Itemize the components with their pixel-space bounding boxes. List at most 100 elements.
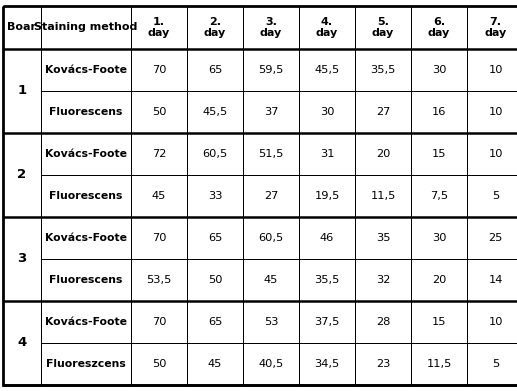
Bar [3, 6, 41, 49]
Bar [187, 259, 243, 301]
Bar [299, 343, 355, 385]
Text: 53,5: 53,5 [146, 275, 172, 285]
Text: 20: 20 [432, 275, 446, 285]
Bar [467, 259, 517, 301]
Text: 25: 25 [489, 233, 503, 243]
Text: 3: 3 [18, 253, 26, 265]
Text: 11,5: 11,5 [370, 191, 396, 201]
Text: 20: 20 [376, 149, 390, 159]
Text: 45: 45 [208, 359, 222, 369]
Text: 45,5: 45,5 [202, 107, 227, 117]
Text: 45: 45 [152, 191, 166, 201]
Text: 65: 65 [208, 233, 222, 243]
Text: 2: 2 [18, 169, 26, 181]
Text: Kovács-Foote: Kovács-Foote [45, 149, 127, 159]
Bar [41, 133, 131, 175]
Text: 35,5: 35,5 [370, 65, 396, 75]
Text: 30: 30 [432, 233, 446, 243]
Bar [131, 6, 187, 49]
Bar [299, 259, 355, 301]
Bar [467, 6, 517, 49]
Text: 60,5: 60,5 [258, 233, 284, 243]
Bar [355, 301, 411, 343]
Bar [41, 301, 131, 343]
Bar [3, 49, 41, 133]
Text: 16: 16 [432, 107, 446, 117]
Text: 31: 31 [320, 149, 334, 159]
Bar [467, 49, 517, 91]
Text: 27: 27 [376, 107, 390, 117]
Text: 50: 50 [152, 107, 166, 117]
Bar [355, 49, 411, 91]
Text: 40,5: 40,5 [258, 359, 284, 369]
Bar [299, 133, 355, 175]
Bar [355, 259, 411, 301]
Text: 7,5: 7,5 [430, 191, 448, 201]
Bar [3, 133, 41, 217]
Bar [467, 343, 517, 385]
Bar [187, 217, 243, 259]
Bar [467, 133, 517, 175]
Bar [131, 343, 187, 385]
Bar [243, 343, 299, 385]
Text: 10: 10 [488, 317, 503, 327]
Text: 65: 65 [208, 65, 222, 75]
Text: Fluoreszcens: Fluoreszcens [46, 359, 126, 369]
Text: 5: 5 [492, 191, 499, 201]
Text: 14: 14 [489, 275, 503, 285]
Bar [41, 343, 131, 385]
Text: 70: 70 [152, 233, 166, 243]
Bar [243, 301, 299, 343]
Text: 30: 30 [320, 107, 334, 117]
Bar [411, 217, 467, 259]
Text: 50: 50 [152, 359, 166, 369]
Bar [411, 6, 467, 49]
Text: 37: 37 [264, 107, 278, 117]
Bar [41, 91, 131, 133]
Bar [187, 175, 243, 217]
Bar [299, 217, 355, 259]
Bar [131, 91, 187, 133]
Text: 4: 4 [18, 337, 26, 350]
Text: Staining method: Staining method [34, 23, 138, 32]
Bar [187, 91, 243, 133]
Bar [243, 217, 299, 259]
Text: 30: 30 [432, 65, 446, 75]
Text: 1.
day: 1. day [148, 17, 170, 38]
Text: 4.
day: 4. day [316, 17, 338, 38]
Bar [411, 91, 467, 133]
Bar [131, 217, 187, 259]
Text: 35: 35 [376, 233, 390, 243]
Bar [41, 49, 131, 91]
Text: 50: 50 [208, 275, 222, 285]
Bar [187, 343, 243, 385]
Text: 34,5: 34,5 [314, 359, 340, 369]
Bar [243, 259, 299, 301]
Text: 70: 70 [152, 317, 166, 327]
Bar [467, 301, 517, 343]
Text: 32: 32 [376, 275, 390, 285]
Text: 72: 72 [152, 149, 166, 159]
Bar [3, 217, 41, 301]
Text: 65: 65 [208, 317, 222, 327]
Bar [243, 91, 299, 133]
Text: 60,5: 60,5 [202, 149, 227, 159]
Bar [411, 343, 467, 385]
Bar [131, 49, 187, 91]
Text: 23: 23 [376, 359, 390, 369]
Bar [187, 49, 243, 91]
Bar [131, 259, 187, 301]
Text: 2.
day: 2. day [204, 17, 226, 38]
Bar [411, 175, 467, 217]
Text: 51,5: 51,5 [258, 149, 284, 159]
Bar [243, 133, 299, 175]
Text: 11,5: 11,5 [427, 359, 452, 369]
Bar [41, 259, 131, 301]
Bar [243, 175, 299, 217]
Text: 5.
day: 5. day [372, 17, 394, 38]
Bar [467, 217, 517, 259]
Text: 45,5: 45,5 [314, 65, 340, 75]
Bar [355, 175, 411, 217]
Bar [355, 217, 411, 259]
Text: Kovács-Foote: Kovács-Foote [45, 65, 127, 75]
